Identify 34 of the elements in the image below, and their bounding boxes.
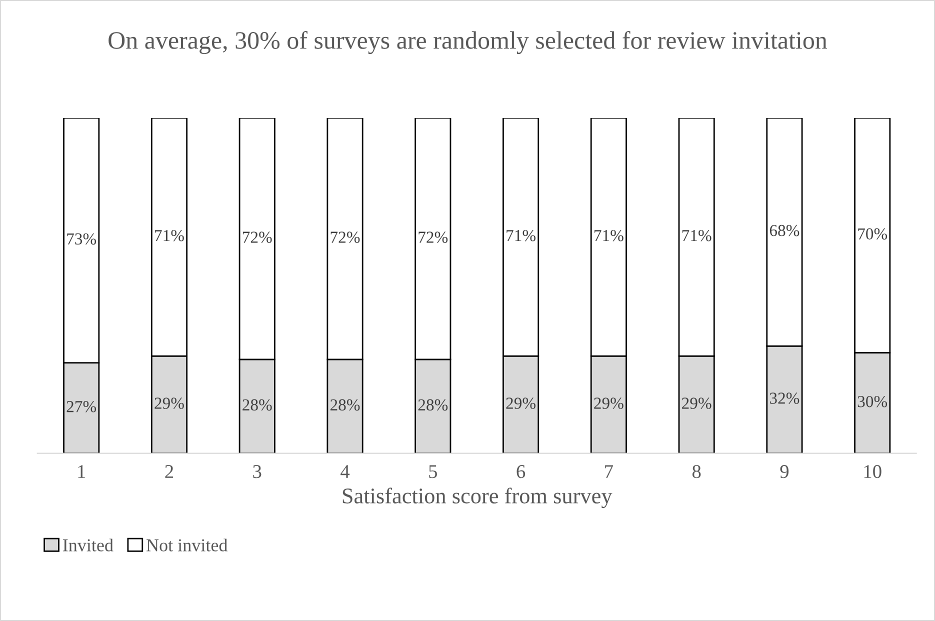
legend-label: Invited xyxy=(63,538,114,552)
data-label: 28% xyxy=(418,399,448,411)
data-label: 72% xyxy=(242,232,272,243)
x-tick-label: 10 xyxy=(864,465,882,478)
data-label: 73% xyxy=(67,233,96,245)
data-label: 71% xyxy=(155,230,184,242)
data-label: 29% xyxy=(594,398,624,409)
chart-title: On average, 30% of surveys are randomly selected for review invitation xyxy=(108,31,828,54)
x-tick-label: 9 xyxy=(780,465,789,478)
x-tick-label: 6 xyxy=(516,465,526,478)
x-tick-label: 4 xyxy=(340,465,350,478)
data-label: 27% xyxy=(66,400,96,412)
x-tick-label: 5 xyxy=(429,465,438,478)
data-label: 29% xyxy=(682,398,712,409)
data-label: 72% xyxy=(418,232,448,243)
x-tick-label: 8 xyxy=(692,465,701,478)
data-label: 29% xyxy=(154,398,184,409)
data-label: 70% xyxy=(858,228,888,240)
data-label: 71% xyxy=(506,230,536,242)
data-label: 32% xyxy=(770,392,800,404)
data-label: 28% xyxy=(242,399,272,411)
data-label: 71% xyxy=(682,230,712,242)
data-label: 68% xyxy=(770,224,800,236)
x-tick-label: 2 xyxy=(165,465,174,478)
data-label: 71% xyxy=(594,230,624,242)
x-tick-label: 7 xyxy=(605,465,613,478)
x-tick-label: 1 xyxy=(78,465,86,478)
x-tick-label: 3 xyxy=(253,465,262,478)
data-label: 72% xyxy=(330,232,360,243)
data-label: 28% xyxy=(330,399,360,411)
x-axis-title: Satisfaction score from survey xyxy=(342,488,612,508)
legend-label: Not invited xyxy=(146,538,228,552)
data-label: 29% xyxy=(506,398,536,409)
data-label: 30% xyxy=(858,396,888,408)
